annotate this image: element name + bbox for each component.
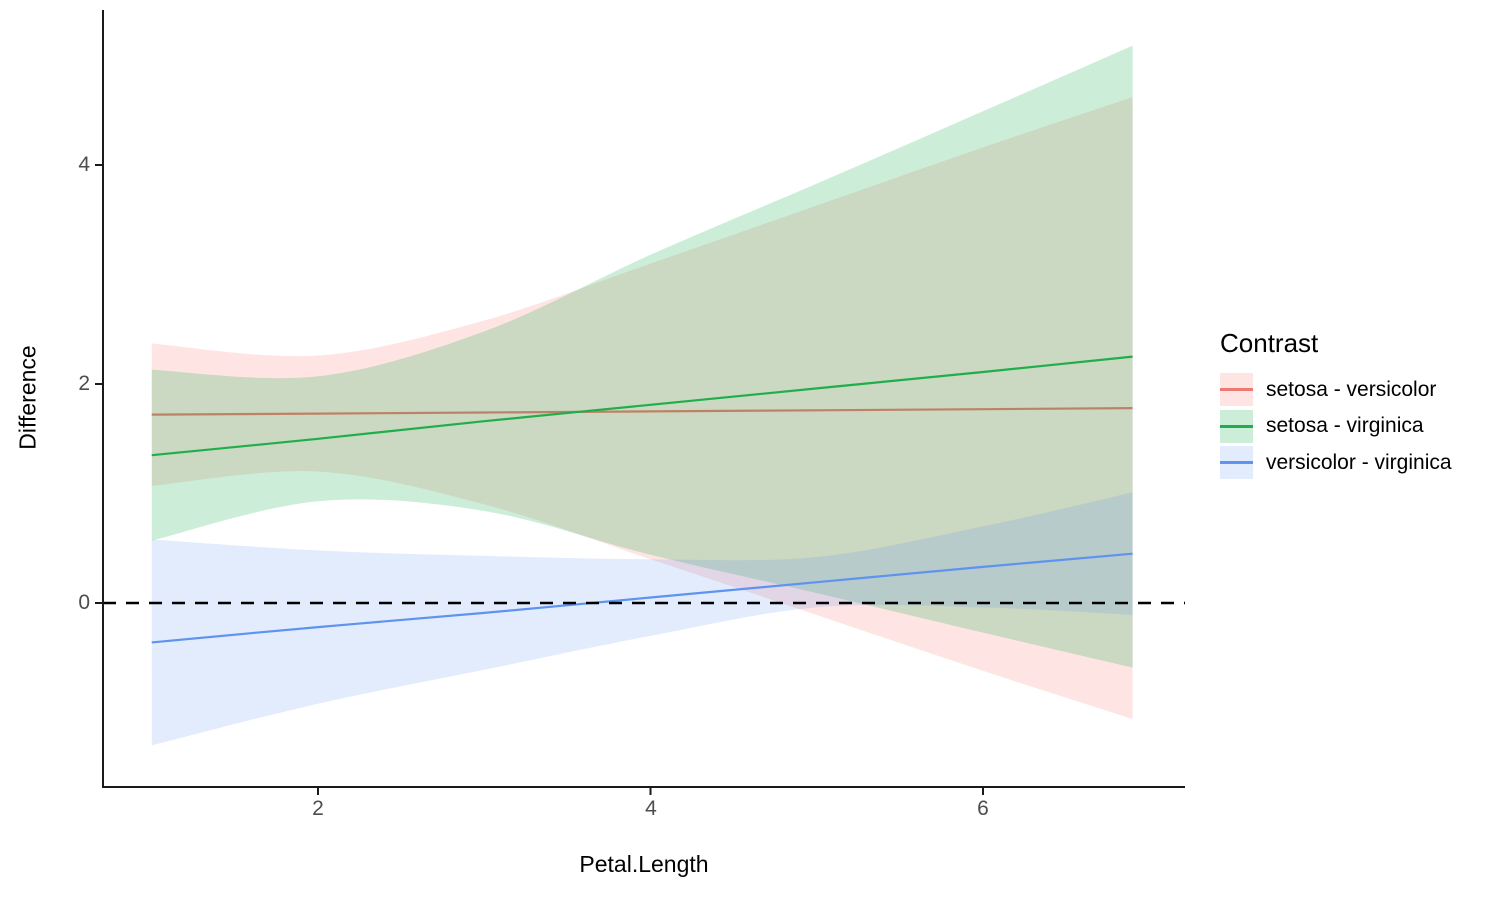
x-tick-label: 4 (645, 797, 657, 820)
ribbon-setosa-versicolor (151, 97, 1133, 720)
legend-key-swatch (1220, 446, 1253, 479)
legend-key-line (1220, 388, 1253, 391)
line-versicolor-virginica (151, 552, 1133, 644)
legend-item: versicolor - virginica (1220, 446, 1500, 479)
legend-key-line (1220, 424, 1253, 428)
y-tick-label: 4 (78, 153, 90, 176)
legend: Contrast setosa - versicolor setosa - vi… (1220, 328, 1500, 483)
line-setosa-versicolor (151, 407, 1133, 416)
y-tick-label: 2 (78, 372, 90, 395)
legend-key-swatch (1220, 373, 1253, 406)
legend-item: setosa - virginica (1220, 409, 1500, 443)
ribbon-versicolor-virginica (151, 492, 1133, 746)
line-setosa-virginica (151, 355, 1133, 457)
legend-item-label: setosa - virginica (1266, 414, 1424, 437)
y-axis-title: Difference (14, 345, 41, 450)
legend-title: Contrast (1220, 328, 1319, 358)
x-tick-label: 6 (977, 797, 989, 820)
legend-item-label: setosa - versicolor (1266, 377, 1437, 401)
y-tick-label: 0 (78, 591, 90, 614)
legend-key-line (1220, 461, 1253, 464)
legend-item: setosa - versicolor (1220, 373, 1500, 406)
ribbon-setosa-virginica (151, 45, 1133, 668)
x-axis-title: Petal.Length (579, 851, 709, 877)
axis-lines (102, 10, 1185, 788)
legend-key-swatch (1220, 409, 1253, 443)
legend-item-label: versicolor - virginica (1266, 450, 1452, 474)
x-tick-label: 2 (312, 797, 324, 820)
